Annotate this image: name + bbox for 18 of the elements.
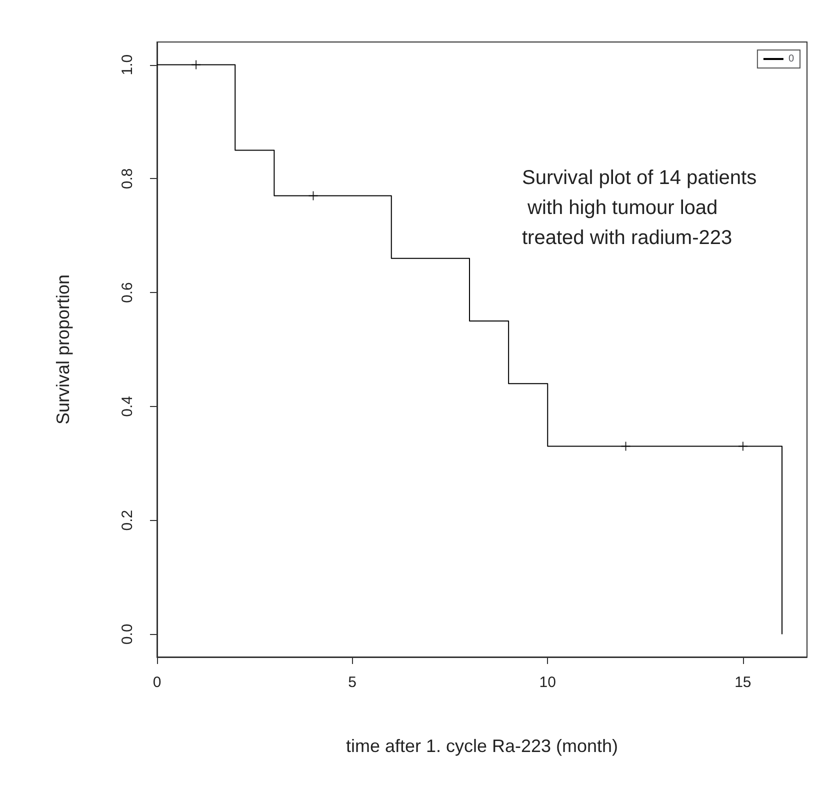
y-tick-label: 1.0 (119, 54, 136, 76)
point (191, 60, 202, 70)
y-tick-label: 0.8 (119, 168, 136, 190)
x-tick-label: 15 (734, 674, 752, 691)
x-tick-label: 0 (152, 674, 162, 691)
annotation: Survival plot of 14 patients with high tumour load treated with radium-223 (522, 167, 757, 249)
point (738, 441, 748, 452)
y-tick-label: 0.4 (119, 396, 136, 417)
y-tick-label: 0.0 (119, 624, 136, 645)
y-axis-title: Survival proportion (53, 274, 73, 425)
point (308, 190, 318, 201)
legend-label: 0 (788, 54, 794, 64)
y-tick-label: 0.6 (119, 282, 136, 303)
y-tick-label: 0.2 (119, 510, 136, 531)
x-tick-label: 10 (539, 674, 556, 691)
point (620, 441, 631, 452)
x-axis-title: time after 1. cycle Ra-223 (month) (346, 736, 618, 756)
x-tick-label: 5 (348, 674, 356, 691)
